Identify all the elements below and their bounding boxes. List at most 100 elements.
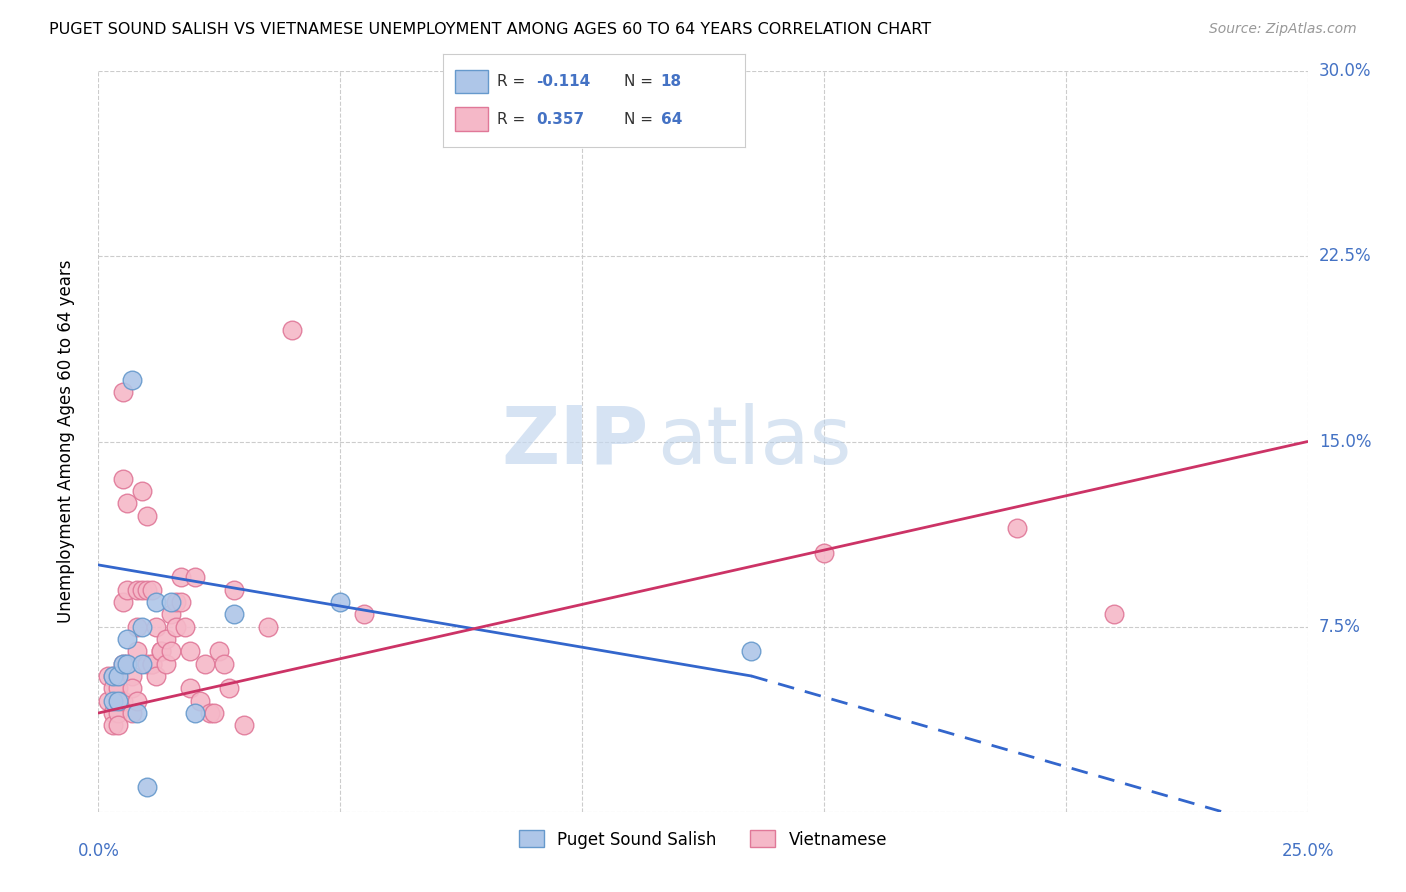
Point xyxy=(101,681,124,696)
Point xyxy=(145,595,167,609)
Point xyxy=(111,694,134,708)
Point xyxy=(117,582,139,597)
Point xyxy=(179,644,201,658)
Point xyxy=(740,644,762,658)
Point xyxy=(135,657,157,671)
Point xyxy=(179,681,201,696)
Point xyxy=(155,657,177,671)
Point xyxy=(107,694,129,708)
Point xyxy=(208,644,231,658)
Point xyxy=(212,657,235,671)
Text: 64: 64 xyxy=(661,112,682,127)
Text: 0.357: 0.357 xyxy=(537,112,585,127)
Point xyxy=(198,706,221,720)
Point xyxy=(117,496,139,510)
Point xyxy=(107,706,129,720)
Point xyxy=(135,780,157,794)
Point xyxy=(160,644,183,658)
Text: -0.114: -0.114 xyxy=(537,74,591,89)
Point xyxy=(141,657,163,671)
Text: 30.0%: 30.0% xyxy=(1319,62,1371,80)
Point xyxy=(160,607,183,622)
Point xyxy=(1007,521,1029,535)
Point xyxy=(353,607,375,622)
Point xyxy=(184,706,207,720)
Text: R =: R = xyxy=(498,74,530,89)
Point xyxy=(169,595,191,609)
Point xyxy=(141,657,163,671)
Point xyxy=(155,632,177,646)
Point xyxy=(131,582,153,597)
Point xyxy=(135,508,157,523)
Point xyxy=(813,546,835,560)
Text: 15.0%: 15.0% xyxy=(1319,433,1371,450)
Point xyxy=(121,706,143,720)
Point xyxy=(121,373,143,387)
Point xyxy=(101,669,124,683)
Point xyxy=(107,669,129,683)
Point xyxy=(111,595,134,609)
Point xyxy=(160,595,183,609)
Point xyxy=(145,669,167,683)
Point xyxy=(107,718,129,732)
Point xyxy=(131,657,153,671)
Text: 18: 18 xyxy=(661,74,682,89)
Point xyxy=(150,644,173,658)
Point xyxy=(101,706,124,720)
Point xyxy=(131,483,153,498)
Text: 22.5%: 22.5% xyxy=(1319,247,1371,266)
Text: 7.5%: 7.5% xyxy=(1319,617,1361,636)
Point xyxy=(165,619,187,633)
Point xyxy=(101,718,124,732)
Point xyxy=(281,324,304,338)
Point xyxy=(101,669,124,683)
Text: N =: N = xyxy=(624,112,658,127)
Point xyxy=(97,669,120,683)
Point xyxy=(127,644,149,658)
Point xyxy=(107,669,129,683)
Point xyxy=(218,681,240,696)
Point xyxy=(329,595,352,609)
Point xyxy=(222,582,245,597)
Point xyxy=(141,582,163,597)
Text: ZIP: ZIP xyxy=(502,402,648,481)
Point xyxy=(117,632,139,646)
Point xyxy=(121,669,143,683)
Bar xyxy=(456,107,488,131)
Point xyxy=(204,706,226,720)
Point xyxy=(107,681,129,696)
Point xyxy=(127,694,149,708)
Point xyxy=(111,471,134,485)
Point xyxy=(111,657,134,671)
Point xyxy=(131,619,153,633)
Point xyxy=(150,644,173,658)
Y-axis label: Unemployment Among Ages 60 to 64 years: Unemployment Among Ages 60 to 64 years xyxy=(56,260,75,624)
Point xyxy=(101,694,124,708)
Point xyxy=(256,619,278,633)
Text: R =: R = xyxy=(498,112,530,127)
Point xyxy=(184,570,207,584)
Text: 0.0%: 0.0% xyxy=(77,842,120,860)
Point xyxy=(188,694,211,708)
Point xyxy=(97,694,120,708)
Text: 25.0%: 25.0% xyxy=(1281,842,1334,860)
Point xyxy=(111,657,134,671)
Point xyxy=(169,570,191,584)
Point xyxy=(111,385,134,400)
Point xyxy=(165,595,187,609)
Point xyxy=(145,619,167,633)
Point xyxy=(121,681,143,696)
Point xyxy=(222,607,245,622)
Point xyxy=(117,657,139,671)
Text: N =: N = xyxy=(624,74,658,89)
Point xyxy=(174,619,197,633)
Point xyxy=(117,657,139,671)
Point xyxy=(127,619,149,633)
Point xyxy=(127,582,149,597)
Point xyxy=(135,582,157,597)
Point xyxy=(232,718,254,732)
Legend: Puget Sound Salish, Vietnamese: Puget Sound Salish, Vietnamese xyxy=(512,823,894,855)
Text: PUGET SOUND SALISH VS VIETNAMESE UNEMPLOYMENT AMONG AGES 60 TO 64 YEARS CORRELAT: PUGET SOUND SALISH VS VIETNAMESE UNEMPLO… xyxy=(49,22,931,37)
Bar xyxy=(456,70,488,94)
Text: Source: ZipAtlas.com: Source: ZipAtlas.com xyxy=(1209,22,1357,37)
